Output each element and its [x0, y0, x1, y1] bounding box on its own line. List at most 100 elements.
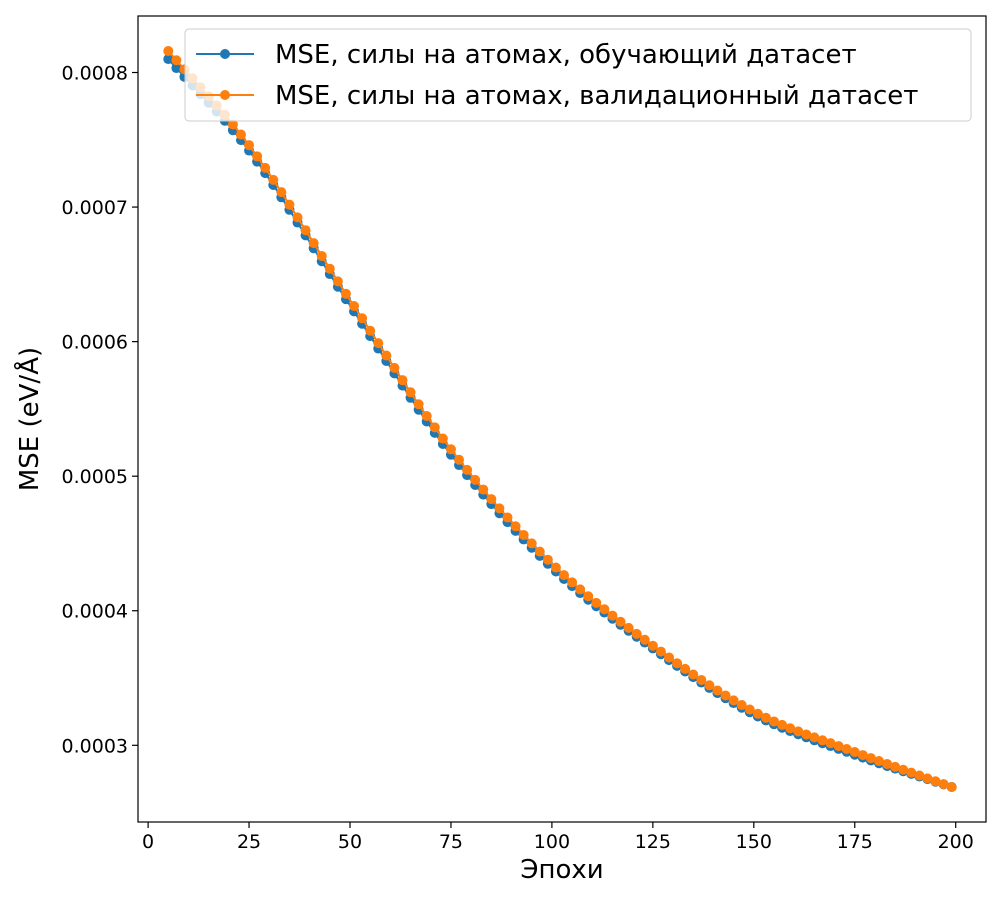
data-point [300, 225, 311, 236]
data-point [696, 674, 707, 685]
data-point [268, 174, 279, 185]
data-point [308, 238, 319, 249]
data-point [373, 338, 384, 349]
y-tick-label: 0.0007 [62, 197, 128, 219]
data-point [389, 362, 400, 373]
data-point [478, 484, 489, 495]
data-point [809, 732, 820, 743]
data-point [227, 119, 238, 130]
data-point [163, 54, 174, 65]
data-point [292, 212, 303, 223]
data-point [429, 422, 440, 433]
data-point [728, 695, 739, 706]
data-point [882, 758, 893, 769]
data-point [704, 680, 715, 691]
x-tick-label: 200 [938, 831, 974, 853]
data-point [664, 652, 675, 663]
y-axis-label: MSE (eV/Å) [13, 347, 45, 491]
data-point [260, 162, 271, 173]
x-tick-label: 125 [635, 831, 671, 853]
data-point [340, 288, 351, 299]
legend-val-marker [220, 90, 230, 100]
x-tick-label: 75 [439, 831, 463, 853]
data-point [736, 700, 747, 711]
x-tick-label: 100 [534, 831, 570, 853]
data-point [930, 776, 941, 787]
data-point [865, 753, 876, 764]
x-tick-label: 50 [338, 831, 362, 853]
data-point [857, 750, 868, 761]
y-tick-label: 0.0006 [62, 332, 128, 354]
y-tick-label: 0.0004 [62, 601, 128, 623]
data-point [470, 474, 481, 485]
data-point [437, 433, 448, 444]
data-point [454, 454, 465, 465]
data-point [510, 521, 521, 532]
data-point [542, 554, 553, 565]
data-point [583, 591, 594, 602]
data-point [841, 744, 852, 755]
data-point [672, 658, 683, 669]
y-axis: 0.0003 0.0004 0.0005 0.0006 0.0007 0.0008 [62, 63, 138, 757]
legend-val-label: MSE, силы на атомах, валидационный датас… [275, 81, 918, 111]
data-point [405, 387, 416, 398]
data-point [316, 250, 327, 261]
data-point [381, 350, 392, 361]
data-point [235, 129, 246, 140]
y-tick-label: 0.0005 [62, 466, 128, 488]
data-point [946, 782, 957, 793]
legend: MSE, силы на атомах, обучающий датасет M… [184, 28, 972, 122]
data-point [413, 399, 424, 410]
data-point [445, 444, 456, 455]
data-point [938, 779, 949, 790]
data-point [518, 529, 529, 540]
data-point [825, 738, 836, 749]
data-point [349, 301, 360, 312]
data-point [712, 685, 723, 696]
data-point [591, 597, 602, 608]
data-point [720, 690, 731, 701]
data-point [486, 494, 497, 505]
data-point [914, 770, 925, 781]
data-point [163, 45, 174, 56]
data-point [397, 375, 408, 386]
data-point [526, 538, 537, 549]
data-point [575, 584, 586, 595]
data-point [615, 616, 626, 627]
data-point [849, 747, 860, 758]
data-point [744, 704, 755, 715]
data-point [922, 773, 933, 784]
data-point [244, 140, 255, 151]
data-point [777, 719, 788, 730]
data-point [801, 729, 812, 740]
data-point [252, 151, 263, 162]
data-point [817, 735, 828, 746]
data-point [284, 199, 295, 210]
y-tick-label: 0.0003 [62, 735, 128, 757]
data-point [559, 570, 570, 581]
data-point [534, 546, 545, 557]
data-point [623, 622, 634, 633]
legend-train-marker [220, 49, 230, 59]
data-point [631, 628, 642, 639]
x-tick-label: 0 [142, 831, 154, 853]
data-point [890, 761, 901, 772]
data-point [332, 276, 343, 287]
data-point [752, 708, 763, 719]
data-point [906, 767, 917, 778]
data-point [785, 723, 796, 734]
data-point [607, 610, 618, 621]
data-point [567, 577, 578, 588]
data-point [688, 669, 699, 680]
data-point [898, 764, 909, 775]
x-axis: 0 25 50 75 100 125 150 175 200 [142, 822, 974, 853]
x-tick-label: 150 [736, 831, 772, 853]
data-point [680, 663, 691, 674]
data-point [873, 756, 884, 767]
x-tick-label: 25 [237, 831, 261, 853]
data-point [324, 263, 335, 274]
data-point [357, 313, 368, 324]
data-point [599, 604, 610, 615]
data-point [421, 410, 432, 421]
